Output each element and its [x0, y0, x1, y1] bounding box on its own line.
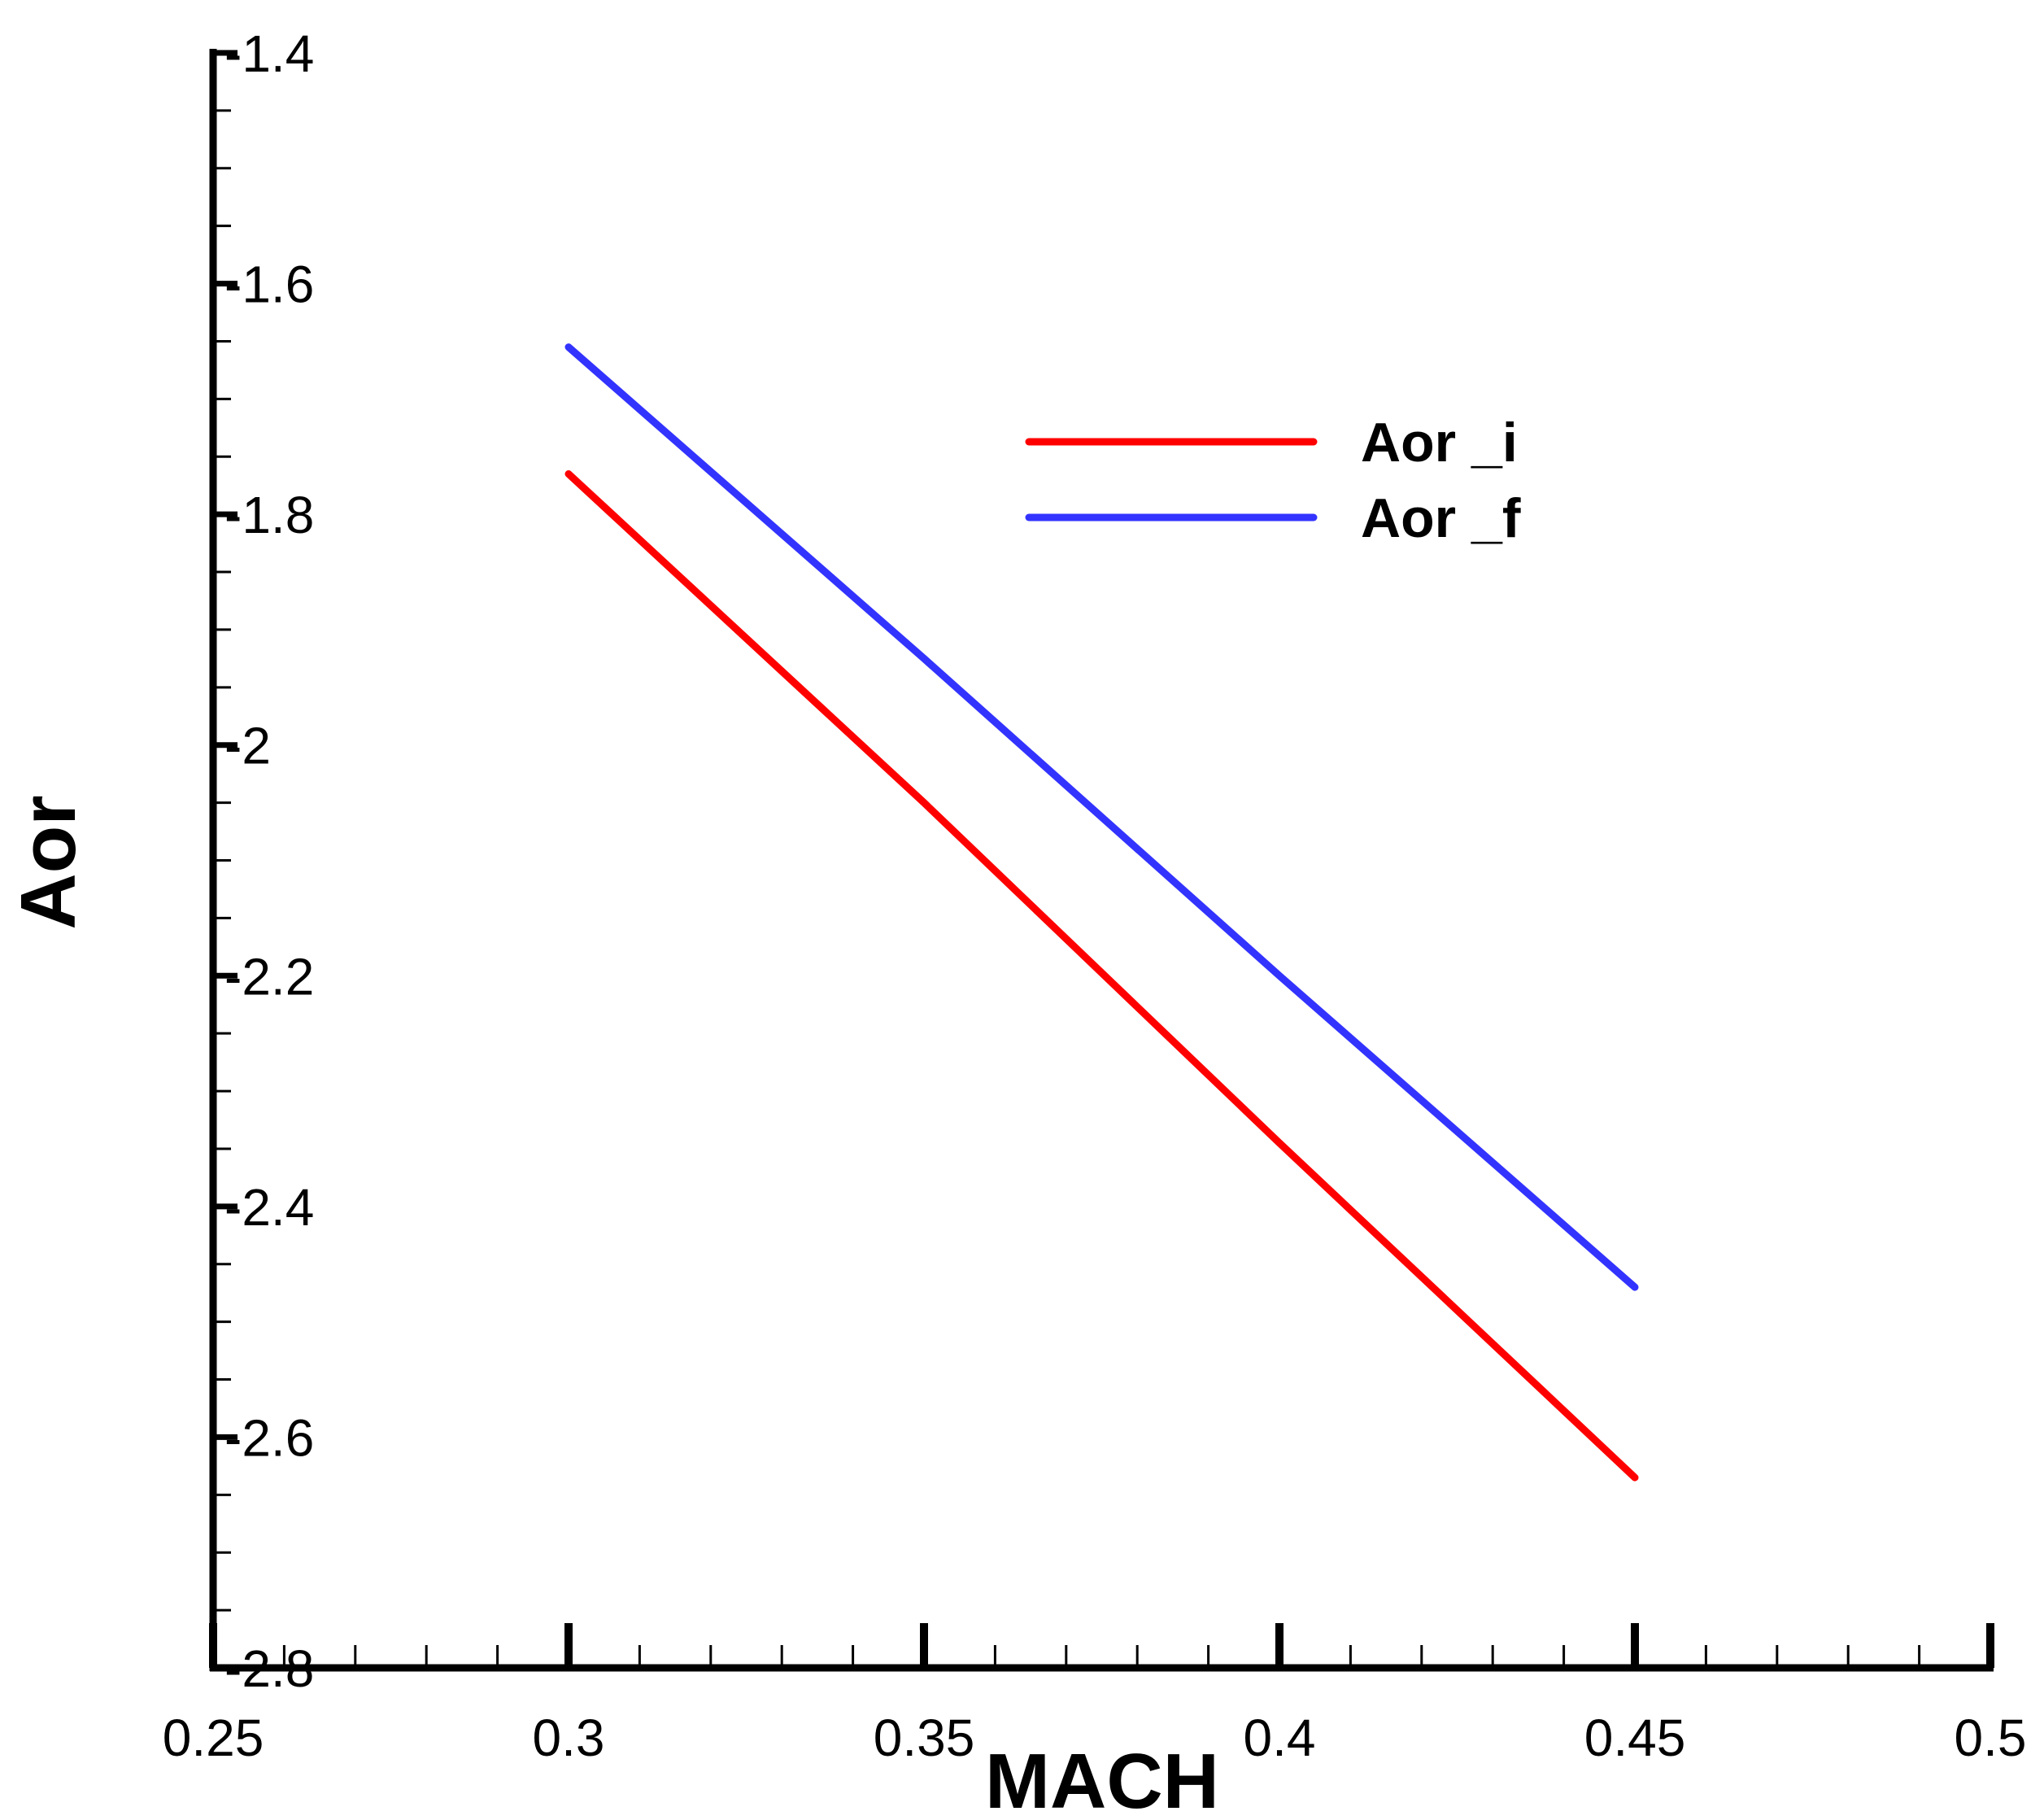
- y-axis-title: Aor: [5, 795, 92, 929]
- series-line-aor-f: [564, 343, 1639, 1291]
- x-tick-label: 0.4: [1244, 1709, 1316, 1767]
- legend: Aor _i Aor _f: [1025, 412, 1521, 549]
- legend-label: Aor _i: [1361, 412, 1518, 474]
- x-tick-label: 0.5: [1955, 1709, 2027, 1767]
- y-tick-label: -2.2: [224, 947, 314, 1006]
- axes: [209, 49, 1994, 1672]
- y-tick-label: -2.6: [224, 1408, 314, 1467]
- x-axis-title: MACH: [985, 1738, 1219, 1820]
- y-tick-label: -1.6: [224, 255, 314, 314]
- y-tick-label: -1.4: [224, 24, 314, 83]
- y-ticks: -1.4 -1.6 -1.8 -2 -2.2 -2.4 -2.6 -2.8: [213, 24, 314, 1698]
- y-tick-label: -2.4: [224, 1178, 314, 1237]
- y-tick-label: -2: [224, 717, 271, 775]
- series-line-aor-i: [564, 470, 1639, 1482]
- x-ticks: 0.25 0.3 0.35 0.4 0.45 0.5: [163, 1623, 2027, 1767]
- y-tick-label: -2.8: [224, 1639, 314, 1698]
- x-tick-label: 0.35: [874, 1709, 975, 1767]
- x-tick-label: 0.25: [163, 1709, 264, 1767]
- x-tick-label: 0.45: [1584, 1709, 1686, 1767]
- series-layer: [564, 343, 1639, 1482]
- x-tick-label: 0.3: [533, 1709, 605, 1767]
- y-tick-label: -1.8: [224, 486, 314, 544]
- legend-label: Aor _f: [1361, 487, 1521, 549]
